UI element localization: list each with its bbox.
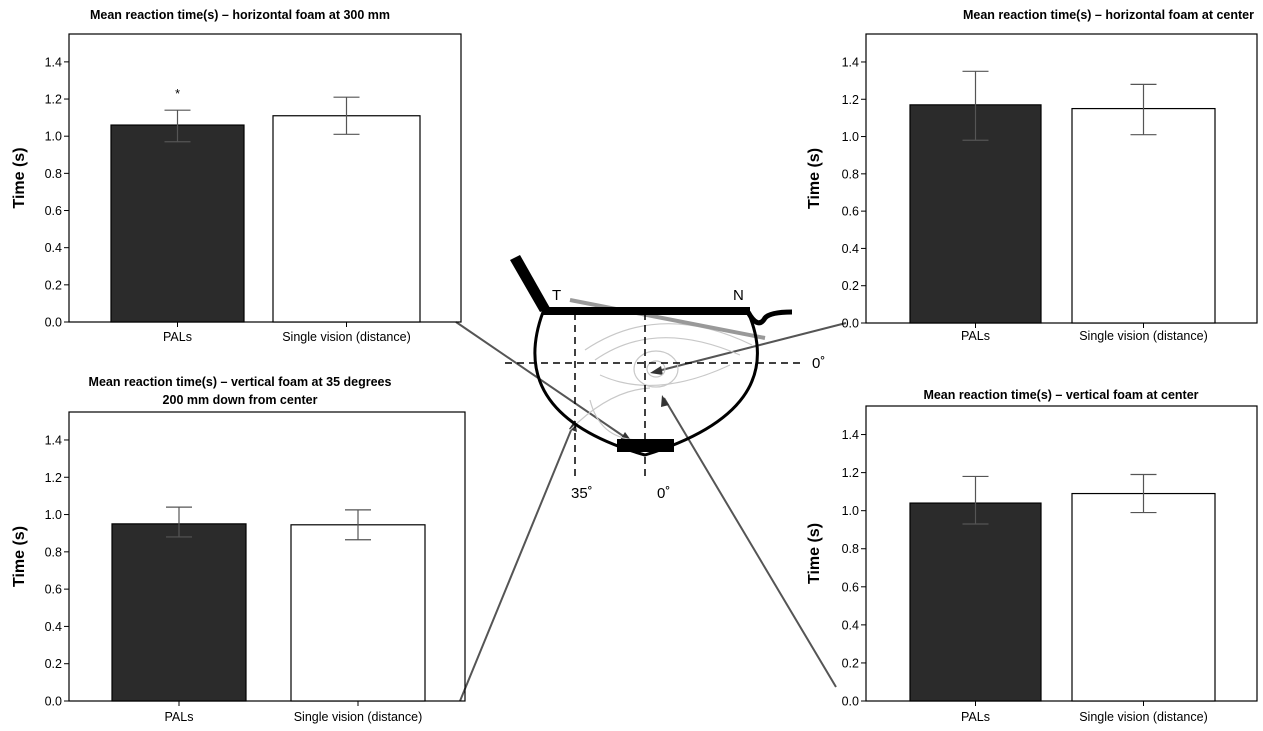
eye-sketch [569, 323, 753, 441]
y-tick-label: 0.8 [45, 545, 62, 559]
frame-temple-left [510, 255, 550, 312]
y-tick-label: 1.0 [45, 130, 62, 144]
y-tick-label: 0.0 [45, 316, 62, 330]
chart-title: Mean reaction time(s) – vertical foam at… [89, 375, 392, 389]
plot-frame [865, 33, 1258, 324]
y-axis-label: Time (s) [11, 526, 28, 587]
y-tick-label: 1.2 [842, 466, 859, 480]
y-tick-label: 0.4 [45, 620, 62, 634]
x-category-label: Single vision (distance) [282, 330, 411, 344]
bar-pals [111, 523, 247, 702]
connector-line-top-left [455, 321, 630, 441]
x-category-label: Single vision (distance) [1079, 710, 1208, 724]
y-tick-label: 0.0 [842, 317, 859, 331]
x-category-label: PALs [163, 330, 192, 344]
arrowhead-bottom-right [661, 395, 669, 407]
y-tick-label: 0.4 [842, 242, 859, 256]
x-category-label: Single vision (distance) [294, 710, 423, 724]
connector-line-top-right [653, 322, 847, 373]
y-tick-label: 0.6 [842, 205, 859, 219]
y-tick-label: 1.4 [842, 428, 859, 442]
label-temporal: T [552, 287, 561, 304]
x-category-label: PALs [165, 710, 194, 724]
significance-marker: * [175, 87, 180, 101]
y-tick-label: 0.2 [842, 656, 859, 670]
y-tick-label: 0.6 [842, 580, 859, 594]
chart-vertical-foam-center: Mean reaction time(s) – vertical foam at… [806, 388, 1258, 724]
connector-line-bottom-right [663, 397, 837, 688]
bar-single-vision-distance [1071, 492, 1216, 702]
bar-single-vision-distance [272, 115, 421, 323]
chart-title: Mean reaction time(s) – vertical foam at… [923, 388, 1198, 402]
y-tick-label: 0.2 [842, 279, 859, 293]
y-axis-label: Time (s) [806, 148, 823, 209]
eyebrow-stroke [569, 298, 766, 340]
foam-target-block [617, 439, 674, 452]
eye-diagram: T N 0˚ 35˚ 0˚ [505, 255, 825, 502]
label-angle-0-right: 0˚ [812, 355, 825, 372]
chart-vertical-foam-35deg: Mean reaction time(s) – vertical foam at… [11, 375, 466, 724]
frame-top-bar [542, 307, 750, 315]
y-axis-label: Time (s) [806, 523, 823, 584]
y-tick-label: 1.0 [842, 504, 859, 518]
chart-title: Mean reaction time(s) – horizontal foam … [963, 8, 1254, 22]
bar-pals [909, 502, 1042, 702]
y-tick-label: 1.4 [45, 55, 62, 69]
x-category-label: PALs [961, 329, 990, 343]
bar-single-vision-distance [1071, 107, 1216, 324]
plot-frame [68, 33, 462, 323]
y-tick-label: 0.0 [45, 695, 62, 709]
y-tick-label: 0.8 [842, 167, 859, 181]
plot-frame [865, 405, 1258, 702]
connector-line-bottom-left [459, 422, 575, 702]
chart-horizontal-foam-300mm: Mean reaction time(s) – horizontal foam … [11, 8, 462, 344]
label-nasal: N [733, 287, 744, 304]
y-tick-label: 1.0 [45, 508, 62, 522]
y-tick-label: 1.2 [45, 471, 62, 485]
chart-horizontal-foam-center: Mean reaction time(s) – horizontal foam … [806, 8, 1258, 343]
arrowhead-top-right [650, 366, 663, 375]
x-category-label: PALs [961, 710, 990, 724]
y-tick-label: 0.0 [842, 695, 859, 709]
frame-lens [533, 310, 759, 457]
y-tick-label: 0.2 [45, 657, 62, 671]
frame-nose-piece [745, 309, 793, 326]
bar-single-vision-distance [290, 524, 426, 702]
y-tick-label: 1.2 [842, 93, 859, 107]
y-tick-label: 0.4 [45, 241, 62, 255]
y-tick-label: 0.4 [842, 618, 859, 632]
y-tick-label: 1.0 [842, 130, 859, 144]
y-tick-label: 1.4 [45, 433, 62, 447]
y-tick-label: 1.4 [842, 55, 859, 69]
bar-pals [110, 124, 245, 323]
connector-lines [455, 321, 847, 702]
label-angle-35: 35˚ [571, 485, 593, 502]
y-tick-label: 0.6 [45, 583, 62, 597]
y-axis-label: Time (s) [11, 147, 28, 208]
label-angle-0-bottom: 0˚ [657, 485, 670, 502]
chart-title: Mean reaction time(s) – horizontal foam … [90, 8, 390, 22]
y-tick-label: 0.6 [45, 204, 62, 218]
y-tick-label: 1.2 [45, 93, 62, 107]
plot-frame [68, 411, 466, 702]
y-tick-label: 0.2 [45, 278, 62, 292]
x-category-label: Single vision (distance) [1079, 329, 1208, 343]
bar-pals [909, 104, 1042, 324]
y-tick-label: 0.8 [45, 167, 62, 181]
chart-title: 200 mm down from center [163, 393, 318, 407]
y-tick-label: 0.8 [842, 542, 859, 556]
